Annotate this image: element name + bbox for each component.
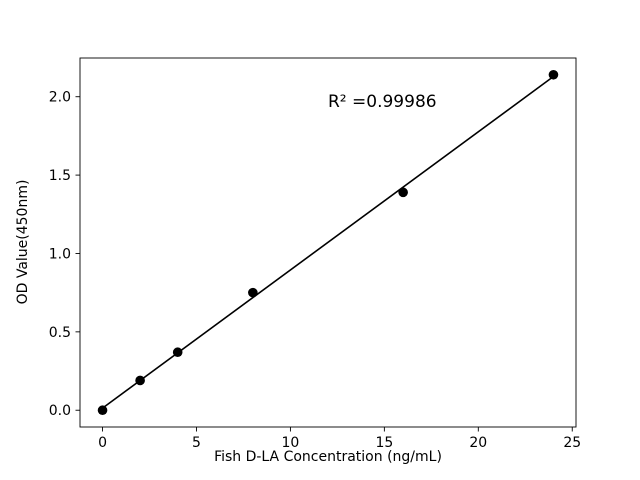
x-tick-label: 0 [98, 435, 107, 451]
plot-border [79, 57, 577, 428]
data-point [248, 287, 258, 298]
x-tick-label: 15 [375, 435, 393, 451]
data-point [548, 69, 559, 80]
x-tick-label: 25 [563, 435, 581, 451]
y-tick-label: 1.0 [49, 246, 71, 262]
data-point [135, 375, 145, 386]
y-tick-label: 0.5 [49, 325, 71, 341]
r-squared-annotation: R² =0.99986 [328, 92, 437, 112]
data-point [97, 405, 108, 416]
data-point [172, 347, 183, 358]
x-tick-label: 5 [192, 435, 201, 451]
data-point [398, 187, 408, 198]
y-tick-label: 1.5 [49, 168, 71, 184]
fit-line [102, 75, 554, 409]
y-tick-label: 0.0 [49, 403, 71, 419]
y-axis-label: OD Value(450nm) [15, 180, 31, 305]
x-tick-label: 20 [469, 435, 487, 451]
x-tick-label: 10 [282, 435, 300, 451]
y-tick-label: 2.0 [49, 90, 71, 106]
x-axis-label: Fish D-LA Concentration (ng/mL) [214, 449, 442, 465]
